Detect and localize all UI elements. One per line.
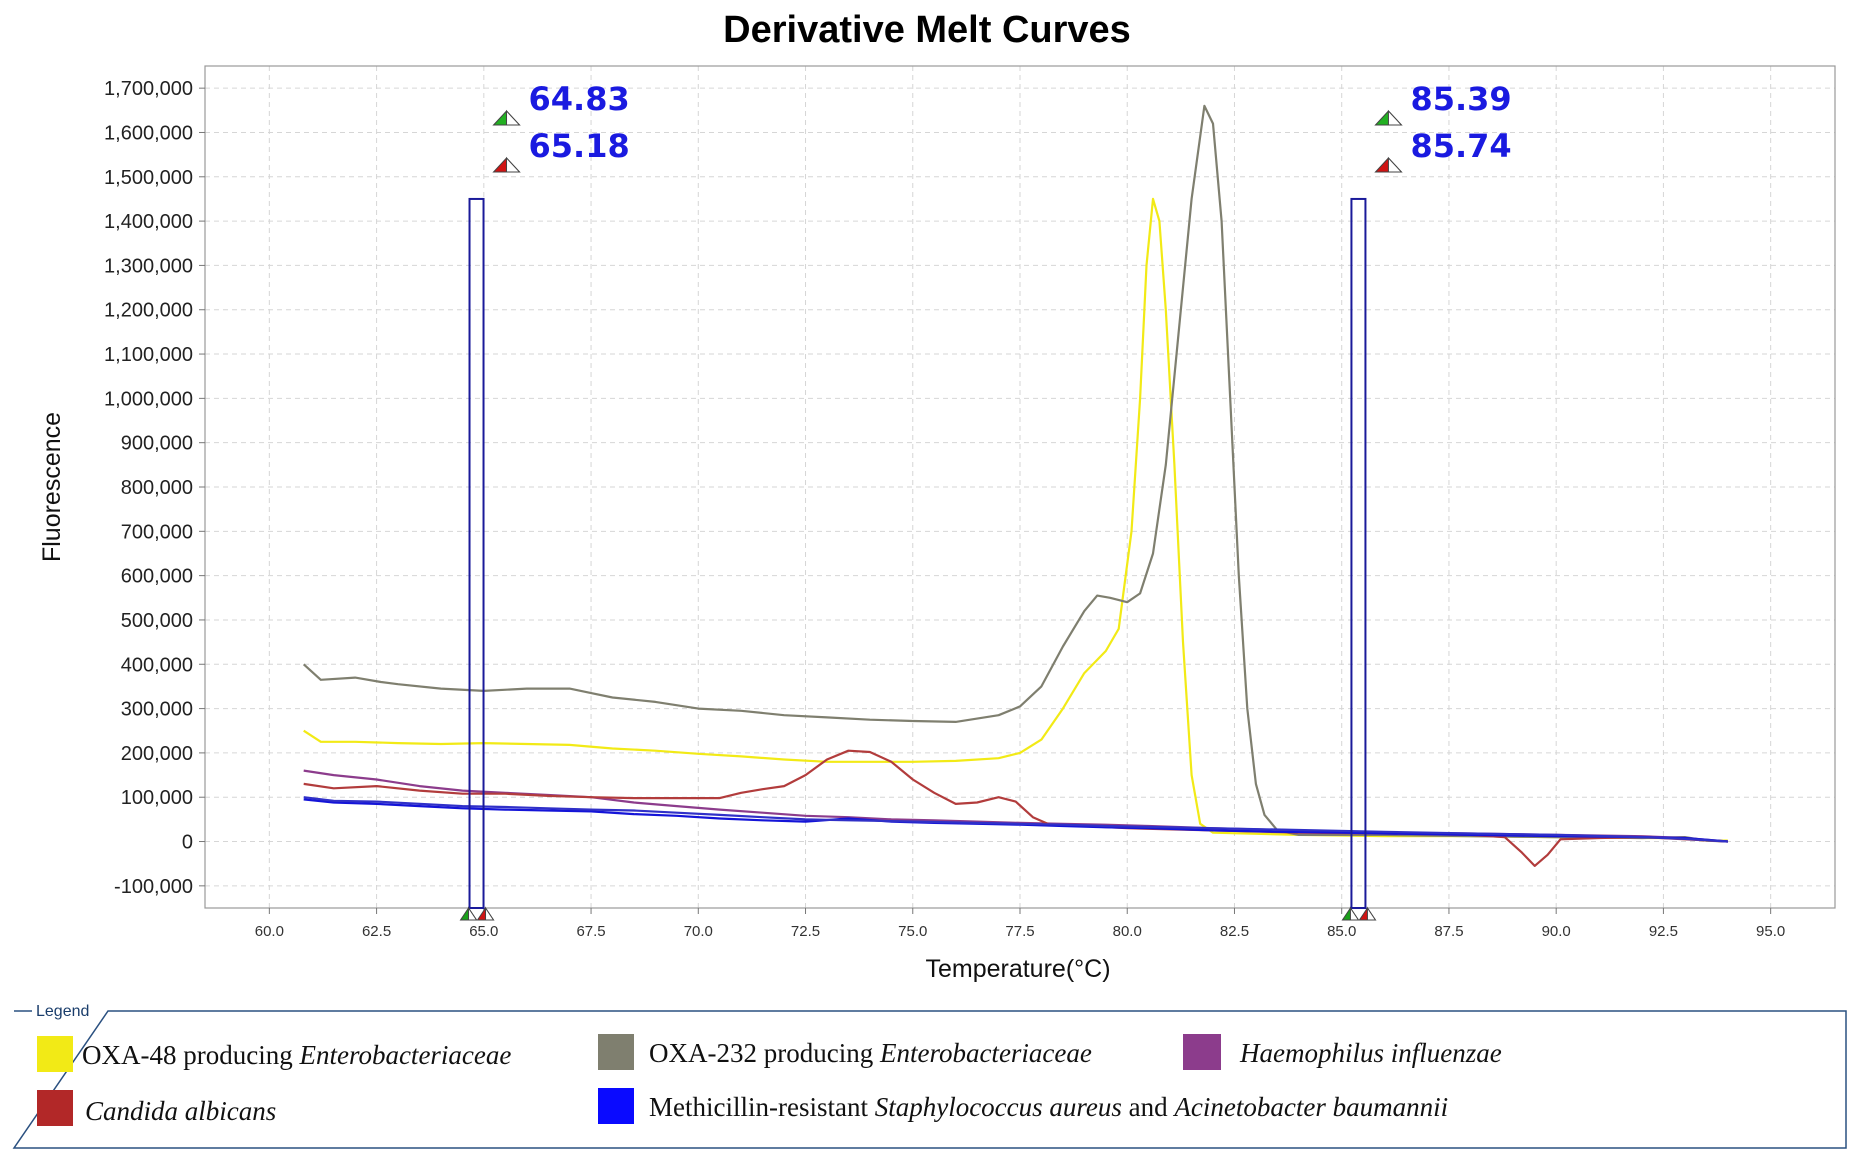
series-line-5 — [303, 796, 1728, 843]
legend-swatch — [37, 1090, 73, 1126]
marker-red-value: 85.74 — [1410, 127, 1511, 165]
y-tick-label: 0 — [182, 832, 193, 854]
y-axis-label: Fluorescence — [38, 412, 66, 562]
svg-text:OXA-48 producing Enterobacteri: OXA-48 producing Enterobacteriaceae — [82, 1040, 511, 1070]
marker-bar-right — [1350, 197, 1367, 909]
x-tick-label: 95.0 — [1756, 923, 1785, 940]
marker-green-value: 85.39 — [1410, 80, 1511, 118]
y-tick-label: 700,000 — [121, 521, 193, 543]
y-tick-label: 100,000 — [121, 787, 193, 809]
legend-item-mrsa-acinetobacter: Methicillin-resistant Staphylococcus aur… — [598, 1088, 1448, 1124]
svg-text:OXA-232 producing Enterobacter: OXA-232 producing Enterobacteriaceae — [649, 1038, 1092, 1068]
series-line-1 — [302, 104, 1728, 843]
x-tick-label: 90.0 — [1542, 923, 1571, 940]
x-tick-label: 70.0 — [684, 923, 713, 940]
marker-red-triangle-icon — [492, 156, 521, 173]
x-axis-label: Temperature(°C) — [925, 955, 1110, 983]
marker-green-value: 64.83 — [529, 80, 630, 118]
svg-text:Candida albicans: Candida albicans — [85, 1096, 276, 1126]
marker-bar-left — [468, 197, 485, 909]
y-tick-label: 1,000,000 — [104, 388, 193, 410]
legend-label-italic: Staphylococcus aureus — [875, 1092, 1122, 1122]
marker-bottom-red-icon — [1358, 906, 1377, 921]
legend-item-haemophilus: Haemophilus influenzae — [1183, 1034, 1502, 1070]
x-tick-label: 82.5 — [1220, 923, 1249, 940]
y-tick-label: -100,000 — [114, 876, 193, 898]
y-tick-label: 1,200,000 — [104, 300, 193, 322]
legend-label-italic: Candida albicans — [85, 1096, 276, 1126]
x-tick-label: 75.0 — [898, 923, 927, 940]
x-tick-label: 67.5 — [576, 923, 605, 940]
x-tick-label: 62.5 — [362, 923, 391, 940]
marker-green-triangle-icon — [1374, 109, 1403, 126]
legend-swatch — [37, 1036, 73, 1072]
y-axis-ticks: 1,700,000 1,600,000 1,500,000 1,400,000 1,30… — [104, 78, 205, 898]
grid-lines — [205, 66, 1835, 908]
y-tick-label: 300,000 — [121, 699, 193, 721]
x-axis-ticks: 60.0 62.5 65.0 67.5 70.0 72.5 75.0 77.5 80.0 82.5… — [255, 908, 1785, 940]
legend-swatch — [598, 1088, 634, 1124]
series-lines — [302, 104, 1728, 867]
marker-red-value: 65.18 — [529, 127, 630, 165]
marker-bottom-red-icon — [476, 906, 495, 921]
legend-label: OXA-232 producing — [649, 1038, 880, 1068]
legend-swatch — [598, 1034, 634, 1070]
legend-label-italic: Enterobacteriaceae — [879, 1038, 1092, 1068]
legend-label: OXA-48 producing — [82, 1040, 299, 1070]
marker-bottom-green-icon — [1341, 906, 1360, 921]
legend-label: Methicillin-resistant — [649, 1092, 875, 1122]
legend-item-oxa48: OXA-48 producing Enterobacteriaceae — [37, 1036, 511, 1072]
x-tick-label: 85.0 — [1327, 923, 1356, 940]
x-tick-label: 77.5 — [1005, 923, 1034, 940]
legend-item-oxa232: OXA-232 producing Enterobacteriaceae — [598, 1034, 1092, 1070]
legend-swatch — [1183, 1034, 1221, 1070]
y-tick-label: 600,000 — [121, 566, 193, 588]
marker-red-triangle-icon — [1374, 156, 1403, 173]
legend-border — [12, 1010, 1847, 1149]
legend-label: and — [1122, 1092, 1174, 1122]
y-tick-label: 400,000 — [121, 654, 193, 676]
y-tick-label: 800,000 — [121, 477, 193, 499]
y-tick-label: 200,000 — [121, 743, 193, 765]
x-tick-label: 92.5 — [1649, 923, 1678, 940]
series-line-2 — [303, 769, 1728, 843]
legend-label-italic: Acinetobacter baumannii — [1172, 1092, 1448, 1122]
chart-title: Derivative Melt Curves — [723, 9, 1131, 51]
y-tick-label: 1,500,000 — [104, 167, 193, 189]
y-tick-label: 900,000 — [121, 433, 193, 455]
y-tick-label: 1,300,000 — [104, 255, 193, 277]
svg-text:Haemophilus influenzae: Haemophilus influenzae — [1239, 1038, 1502, 1068]
x-tick-label: 87.5 — [1434, 923, 1463, 940]
y-tick-label: 1,700,000 — [104, 78, 193, 100]
y-tick-label: 1,400,000 — [104, 211, 193, 233]
series-line-0 — [303, 197, 1728, 842]
svg-text:Methicillin-resistant Staphylo: Methicillin-resistant Staphylococcus aur… — [649, 1092, 1448, 1122]
x-tick-label: 80.0 — [1113, 923, 1142, 940]
y-tick-label: 1,600,000 — [104, 122, 193, 144]
temperature-markers[interactable]: 64.83 65.18 85.39 85.74 — [459, 80, 1512, 921]
legend-label-italic: Enterobacteriaceae — [298, 1040, 511, 1070]
y-tick-label: 500,000 — [121, 610, 193, 632]
y-tick-label: 1,100,000 — [104, 344, 193, 366]
x-tick-label: 65.0 — [469, 923, 498, 940]
legend: Legend OXA-48 producing Enterobacteriace… — [12, 1003, 1847, 1149]
legend-item-candida: Candida albicans — [37, 1090, 276, 1126]
series-line-3 — [303, 749, 1728, 867]
x-tick-label: 60.0 — [255, 923, 284, 940]
x-tick-label: 72.5 — [791, 923, 820, 940]
legend-title: Legend — [36, 1003, 89, 1020]
marker-bottom-green-icon — [459, 906, 478, 921]
legend-label-italic: Haemophilus influenzae — [1239, 1038, 1502, 1068]
marker-green-triangle-icon — [492, 109, 521, 126]
